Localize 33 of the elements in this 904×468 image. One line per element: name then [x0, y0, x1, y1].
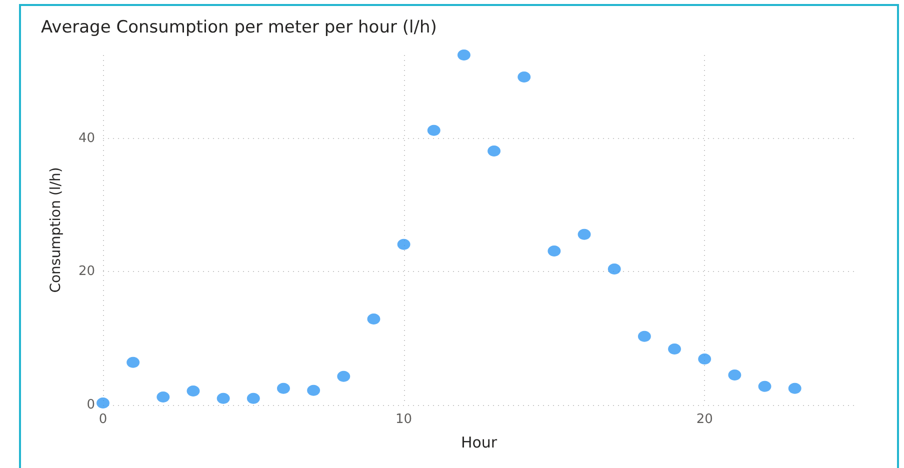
point — [758, 380, 772, 392]
point — [788, 382, 802, 394]
point — [608, 264, 621, 274]
chart-title: Average Consumption per meter per hour (l/h) — [41, 18, 437, 38]
point — [728, 370, 742, 380]
point — [668, 344, 682, 354]
x-tick-label: 0 — [98, 412, 108, 427]
point — [578, 228, 591, 240]
point — [427, 124, 440, 136]
x-axis-title: Hour — [460, 434, 498, 452]
point — [246, 392, 260, 404]
point — [276, 382, 290, 394]
point — [698, 354, 712, 364]
point — [488, 146, 501, 156]
point — [96, 398, 110, 408]
point — [156, 392, 170, 402]
y-tick-label: 20 — [78, 264, 95, 280]
y-tick-label: 40 — [78, 130, 95, 146]
point — [367, 314, 380, 324]
point — [126, 356, 140, 368]
point — [216, 392, 230, 404]
point — [337, 370, 350, 382]
point — [457, 50, 470, 60]
point — [397, 238, 410, 250]
point — [186, 386, 200, 396]
y-axis-title: Consumption (l/h) — [48, 167, 64, 293]
point — [518, 72, 531, 82]
x-tick-label: 10 — [396, 412, 412, 427]
point — [548, 246, 561, 256]
point — [307, 384, 320, 396]
y-tick-label: 0 — [86, 398, 95, 412]
point — [638, 330, 651, 342]
x-tick-label: 20 — [696, 412, 713, 427]
